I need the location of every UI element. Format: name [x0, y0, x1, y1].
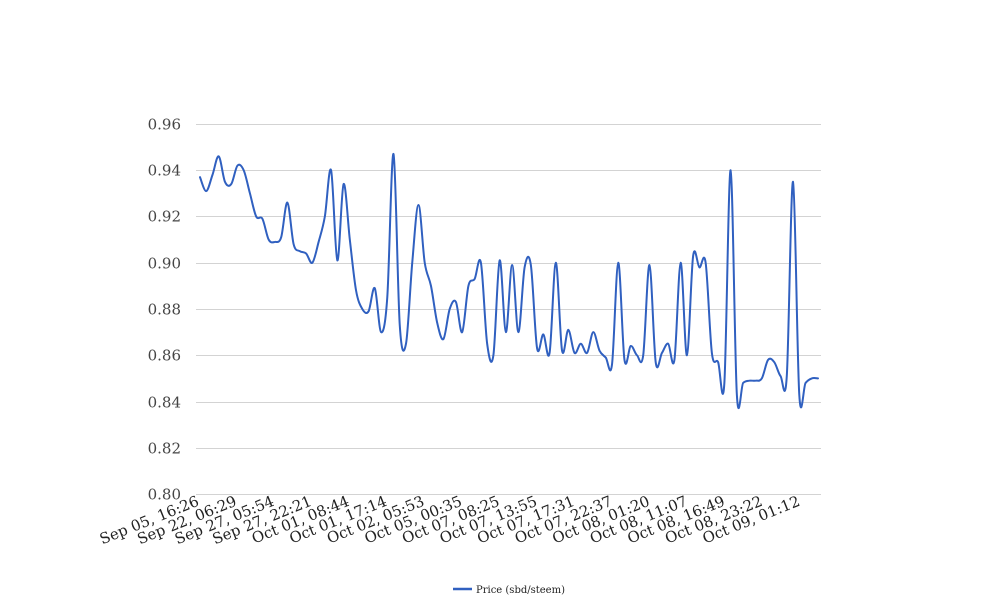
y-tick-label: 0.90	[148, 255, 181, 273]
y-tick-label: 0.92	[148, 208, 181, 226]
series-layer	[199, 153, 819, 410]
y-tick-label: 0.86	[148, 347, 181, 365]
legend: Price (sbd/steem)	[453, 585, 565, 596]
legend-label-price: Price (sbd/steem)	[476, 585, 565, 596]
y-tick-label: 0.94	[148, 162, 181, 180]
y-tick-label: 0.84	[148, 394, 181, 412]
y-tick-label: 0.82	[148, 440, 181, 458]
y-tick-label: 0.80	[148, 486, 181, 504]
y-tick-label: 0.88	[148, 301, 181, 319]
y-tick-label: 0.96	[148, 116, 181, 134]
series-line-price	[199, 153, 819, 410]
y-axis-tick-labels: 0.80 0.82 0.84 0.86 0.88 0.90 0.92 0.94 0.96	[148, 116, 181, 504]
